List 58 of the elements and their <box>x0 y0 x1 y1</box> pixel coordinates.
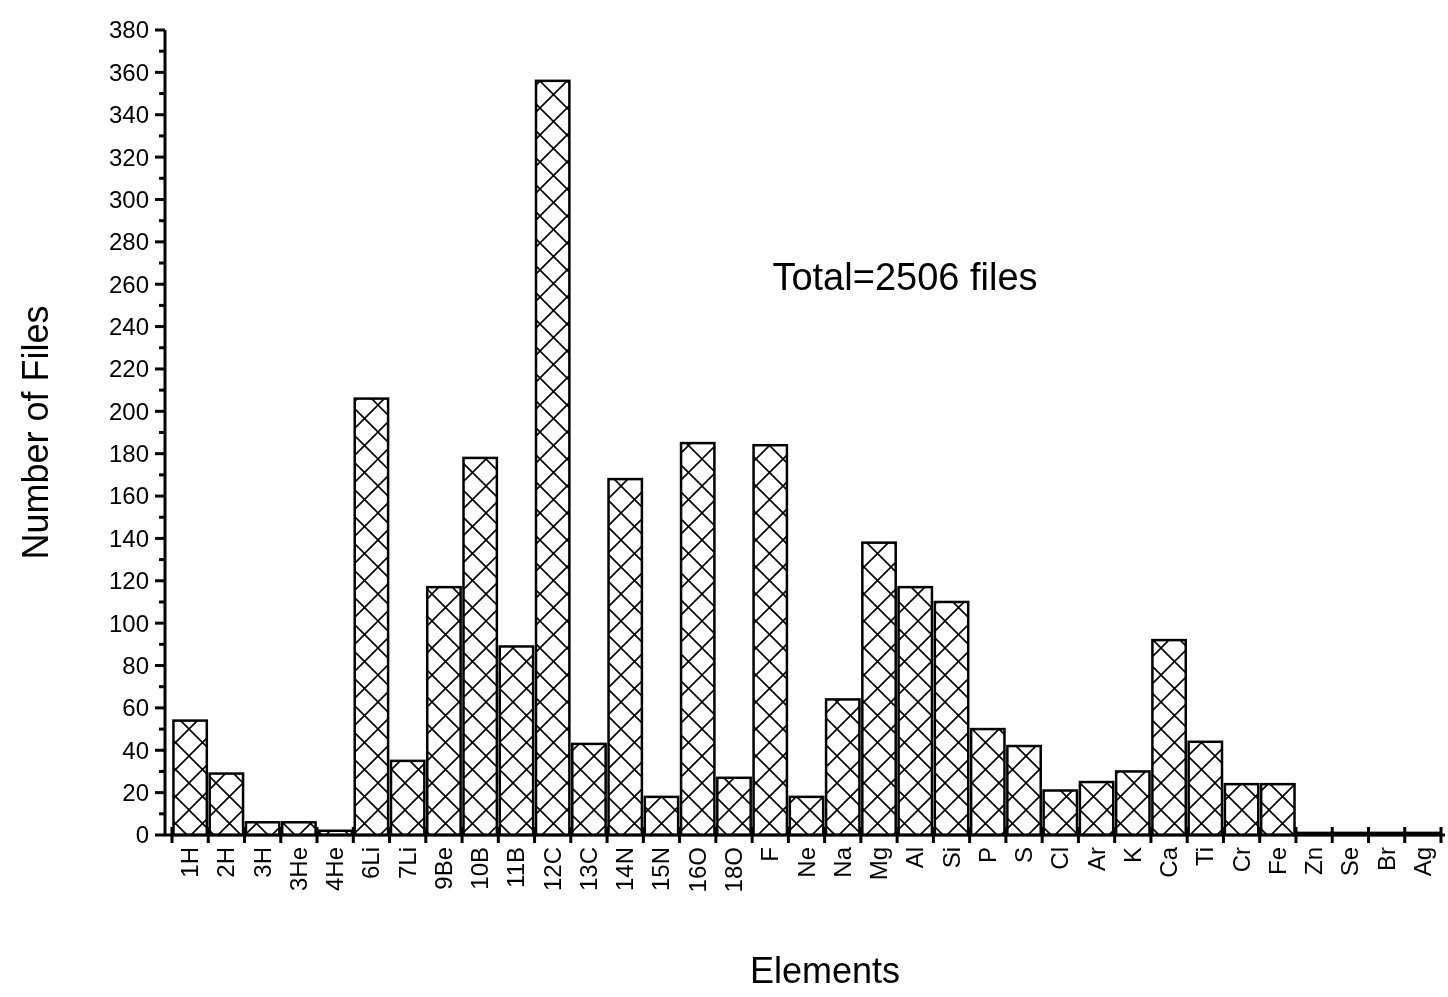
y-tick-label: 80 <box>122 651 149 679</box>
y-tick-label: 20 <box>122 779 149 807</box>
y-tick-label: 320 <box>108 143 149 171</box>
x-tick-label: F <box>756 847 784 862</box>
x-tick-label: Na <box>828 846 856 878</box>
x-tick-label: 9Be <box>429 847 457 890</box>
y-tick-label: 180 <box>108 440 149 468</box>
y-tick-label: 380 <box>108 16 149 44</box>
y-tick-label: 200 <box>108 397 149 425</box>
annotation: Total=2506 files <box>772 256 1038 298</box>
y-tick-label: 120 <box>108 567 149 595</box>
x-tick-label: Ar <box>1082 846 1110 871</box>
x-tick-label: 2H <box>212 847 240 878</box>
y-tick-label: 100 <box>108 609 149 637</box>
y-tick-label: 340 <box>108 101 149 129</box>
x-tick-label: Si <box>937 847 965 869</box>
x-tick-label: Al <box>901 847 929 869</box>
x-tick-label: Ca <box>1155 846 1183 878</box>
x-tick-label: Se <box>1336 847 1364 877</box>
x-tick-label: 14N <box>611 847 639 892</box>
y-tick-label: 220 <box>108 355 149 383</box>
x-tick-label: 10B <box>466 847 494 890</box>
x-tick-label: Zn <box>1300 847 1328 876</box>
x-tick-label: 3H <box>248 847 276 878</box>
y-tick-label: 300 <box>108 185 149 213</box>
x-tick-label: 1H <box>176 847 204 878</box>
x-tick-label: Ag <box>1408 847 1436 877</box>
x-tick-label: 4He <box>321 847 349 892</box>
x-tick-label: Mg <box>865 847 893 881</box>
y-tick-label: 140 <box>108 524 149 552</box>
x-tick-label: Ti <box>1191 847 1219 867</box>
y-tick-label: 160 <box>108 482 149 510</box>
x-tick-label: 13C <box>574 847 602 892</box>
x-tick-label: S <box>1010 847 1038 864</box>
x-tick-label: 12C <box>538 847 566 892</box>
y-tick-label: 60 <box>122 694 149 722</box>
x-tick-label: 15N <box>647 847 675 892</box>
y-tick-label: 280 <box>108 228 149 256</box>
x-tick-label: P <box>973 847 1001 864</box>
x-tick-label: Cl <box>1046 847 1074 870</box>
y-tick-label: 40 <box>122 736 149 764</box>
x-tick-label: Ne <box>792 847 820 878</box>
x-tick-label: 11B <box>502 847 530 888</box>
x-tick-label: Br <box>1372 846 1400 871</box>
x-tick-label: 6Li <box>357 847 385 880</box>
y-tick-label: 0 <box>135 821 149 849</box>
y-tick-label: 240 <box>108 312 149 340</box>
x-tick-label: K <box>1118 847 1146 864</box>
x-tick-label: 16O <box>683 847 711 893</box>
x-tick-label: 18O <box>719 847 747 893</box>
y-axis-title: Number of Files <box>15 305 56 560</box>
x-tick-label: Cr <box>1227 847 1255 873</box>
x-tick-label: 3He <box>284 847 312 892</box>
x-tick-label: 7Li <box>393 847 421 880</box>
x-tick-label: Fe <box>1263 847 1291 876</box>
x-axis-title: Elements <box>749 950 901 991</box>
y-tick-label: 360 <box>108 58 149 86</box>
y-tick-label: 260 <box>108 270 149 298</box>
